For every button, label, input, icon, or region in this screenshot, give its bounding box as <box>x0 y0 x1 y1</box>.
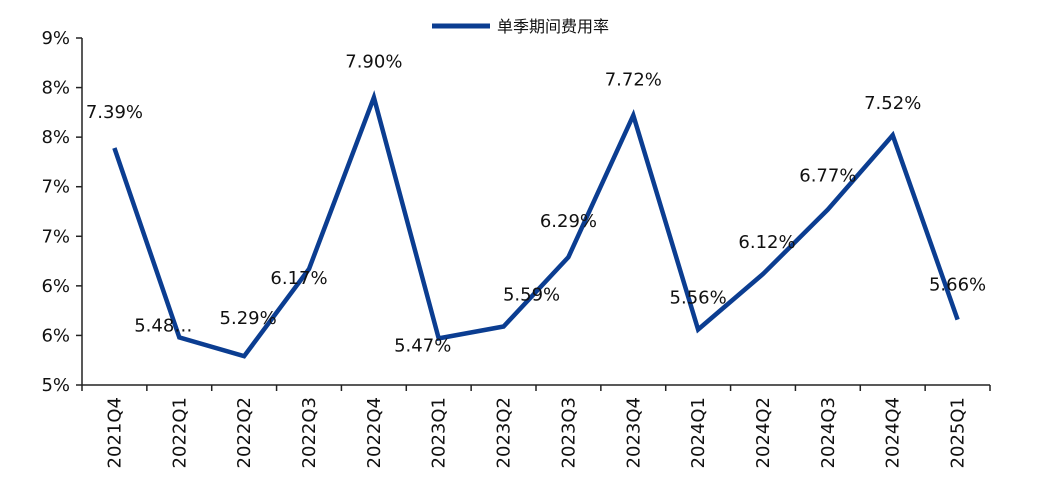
y-tick-label: 6% <box>41 276 70 297</box>
x-tick-label: 2022Q3 <box>299 397 320 468</box>
data-label: 7.52% <box>864 93 921 114</box>
data-label: 5.47% <box>394 335 451 356</box>
y-tick-label: 5% <box>41 375 70 396</box>
legend-label: 单季期间费用率 <box>497 17 609 36</box>
y-tick-label: 6% <box>41 325 70 346</box>
x-tick-label: 2024Q4 <box>883 397 904 468</box>
x-tick-label: 2021Q4 <box>104 397 125 468</box>
data-label: 5.48… <box>134 315 192 336</box>
data-label: 6.12% <box>738 232 795 253</box>
x-tick-label: 2022Q2 <box>234 397 255 468</box>
data-labels: 7.39% 5.48… 5.29% 6.17% 7.90% 5.47% 5.59% 6.29%… <box>86 51 986 356</box>
data-label: 6.17% <box>270 268 327 289</box>
y-tick-label: 9% <box>41 28 70 49</box>
series-line <box>112 90 960 359</box>
x-tick-label: 2024Q3 <box>818 397 839 468</box>
x-tick-label: 2025Q1 <box>948 397 969 468</box>
x-tick-label: 2024Q2 <box>753 397 774 468</box>
y-tick-label: 8% <box>41 78 70 99</box>
x-tick-label: 2023Q3 <box>558 397 579 468</box>
data-label: 5.56% <box>670 287 727 308</box>
axes: 5% 6% 6% 7% 7% 8% 8% 9% 2021Q4 2022Q1 2022Q2 2022Q3… <box>41 28 991 468</box>
data-label: 6.77% <box>799 166 856 187</box>
legend: 单季期间费用率 <box>432 17 609 36</box>
y-tick-label: 7% <box>41 177 70 198</box>
x-tick-label: 2023Q1 <box>429 397 450 468</box>
data-label: 7.90% <box>345 51 402 72</box>
x-tick-label: 2022Q1 <box>169 397 190 468</box>
data-label: 7.72% <box>605 69 662 90</box>
data-label: 7.39% <box>86 102 143 123</box>
data-label: 5.66% <box>929 275 986 296</box>
x-tick-label: 2023Q4 <box>623 397 644 468</box>
y-tick-label: 8% <box>41 127 70 148</box>
data-label: 6.29% <box>540 211 597 232</box>
data-label: 5.29% <box>220 308 277 329</box>
y-tick-label: 7% <box>41 226 70 247</box>
x-tick-label: 2022Q4 <box>364 397 385 468</box>
series-line-group <box>112 90 960 359</box>
x-tick-label: 2024Q1 <box>688 397 709 468</box>
x-tick-label: 2023Q2 <box>494 397 515 468</box>
data-label: 5.59% <box>503 285 560 306</box>
